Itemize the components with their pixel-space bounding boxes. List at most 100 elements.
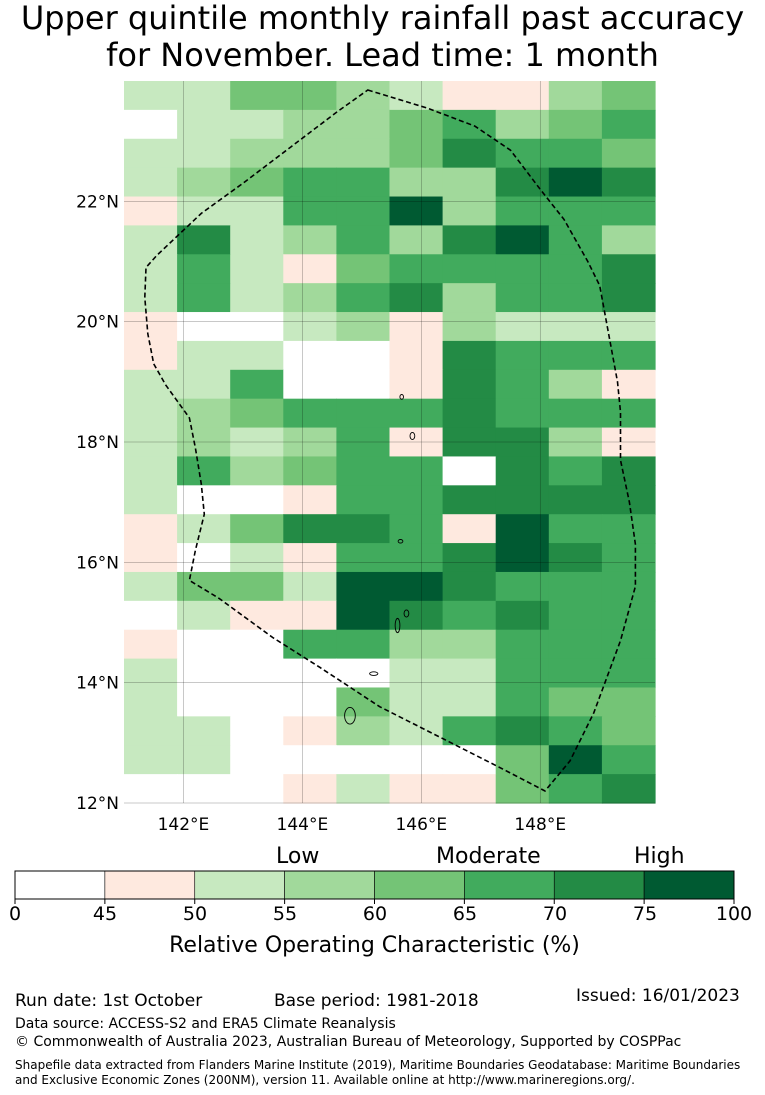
- roc-cell: [177, 283, 231, 313]
- roc-cell: [389, 514, 444, 544]
- roc-cell: [230, 514, 284, 544]
- roc-cell: [601, 600, 656, 631]
- eez-boundary-line: [143, 89, 637, 793]
- island-outline: [369, 671, 379, 676]
- roc-cell: [389, 225, 444, 255]
- colorbar-level-high: High: [634, 844, 685, 869]
- latitude-tick-label: 12°N: [76, 794, 119, 814]
- roc-cell: [389, 254, 444, 284]
- roc-cell: [230, 571, 284, 602]
- roc-cell: [442, 514, 497, 544]
- roc-cell: [495, 745, 550, 775]
- roc-cell: [283, 138, 337, 169]
- roc-cell: [336, 340, 391, 371]
- roc-cell: [336, 427, 391, 458]
- roc-cell: [283, 427, 337, 458]
- roc-cell: [230, 456, 284, 486]
- roc-cell: [601, 427, 656, 458]
- roc-cell: [230, 196, 284, 226]
- roc-cell: [495, 398, 550, 429]
- roc-cell: [283, 109, 337, 140]
- latitude-tick-label: 16°N: [76, 553, 119, 573]
- roc-cell: [177, 81, 231, 111]
- roc-cell: [548, 514, 603, 544]
- roc-cell: [230, 745, 284, 775]
- roc-cell: [548, 138, 603, 169]
- island-outline: [397, 539, 404, 544]
- roc-cell: [336, 138, 391, 169]
- roc-cell: [548, 716, 603, 746]
- roc-cell: [442, 340, 497, 371]
- island-outline: [394, 617, 401, 634]
- roc-cell: [548, 312, 603, 342]
- roc-cell: [548, 369, 603, 400]
- roc-cell: [177, 745, 231, 775]
- roc-cell: [336, 543, 391, 573]
- map-figure: 142°E 144°E 146°E 148°E 12°N 14°N 16°N 18°N 20°N…: [14, 81, 735, 904]
- roc-cell: [389, 629, 444, 660]
- roc-cell: [230, 716, 284, 746]
- roc-cell: [336, 774, 391, 804]
- colorbar-segment: [284, 870, 375, 900]
- roc-cell: [283, 687, 337, 717]
- roc-cell: [442, 600, 497, 631]
- island-outline: [409, 431, 416, 441]
- roc-cell: [548, 543, 603, 573]
- roc-cell: [177, 340, 231, 371]
- roc-cell: [177, 774, 231, 804]
- roc-cell: [124, 427, 178, 458]
- roc-cell: [389, 716, 444, 746]
- roc-cell: [283, 514, 337, 544]
- colorbar-segment: [643, 870, 735, 900]
- roc-cell: [124, 398, 178, 429]
- roc-cell: [389, 369, 444, 400]
- roc-cell: [283, 196, 337, 226]
- roc-cell: [389, 543, 444, 573]
- roc-cell: [548, 340, 603, 371]
- roc-cell: [336, 745, 391, 775]
- roc-cell: [336, 629, 391, 660]
- roc-cell: [495, 427, 550, 458]
- colorbar-segment: [194, 870, 285, 900]
- roc-cell: [495, 196, 550, 226]
- roc-cell: [442, 774, 497, 804]
- roc-cell: [124, 745, 178, 775]
- roc-cell: [230, 254, 284, 284]
- roc-cell: [230, 138, 284, 169]
- colorbar-segment: [104, 870, 196, 900]
- roc-cell: [177, 167, 231, 198]
- roc-cell: [442, 745, 497, 775]
- roc-cell: [389, 138, 444, 169]
- roc-cell: [124, 716, 178, 746]
- colorbar-segment: [464, 870, 555, 900]
- base-period: Base period: 1981-2018: [274, 991, 479, 1011]
- issued-date: Issued: 16/01/2023: [576, 986, 740, 1006]
- map-title: Upper quintile monthly rainfall past acc…: [0, 0, 765, 74]
- title-line-1: Upper quintile monthly rainfall past acc…: [20, 0, 745, 37]
- roc-cell: [495, 81, 550, 111]
- island-outline: [403, 609, 410, 618]
- roc-cell: [283, 283, 337, 313]
- colorbar-tick: 45: [92, 903, 118, 925]
- roc-cell: [336, 716, 391, 746]
- roc-cell: [601, 543, 656, 573]
- roc-cell: [124, 456, 178, 486]
- roc-cell: [601, 196, 656, 226]
- roc-cell: [601, 167, 656, 198]
- roc-cell: [495, 312, 550, 342]
- roc-cell: [124, 138, 178, 169]
- roc-cell: [442, 571, 497, 602]
- roc-cell: [230, 543, 284, 573]
- roc-cell: [548, 774, 603, 804]
- roc-cell: [124, 196, 178, 226]
- colorbar-tick: 75: [632, 903, 658, 925]
- roc-cell: [230, 687, 284, 717]
- colorbar-tick: 55: [272, 903, 298, 925]
- roc-cell: [389, 312, 444, 342]
- roc-cell: [283, 629, 337, 660]
- roc-cell: [283, 254, 337, 284]
- roc-cell: [336, 456, 391, 486]
- roc-cell: [336, 485, 391, 515]
- roc-cell: [230, 600, 284, 631]
- latitude-tick-label: 18°N: [76, 433, 119, 453]
